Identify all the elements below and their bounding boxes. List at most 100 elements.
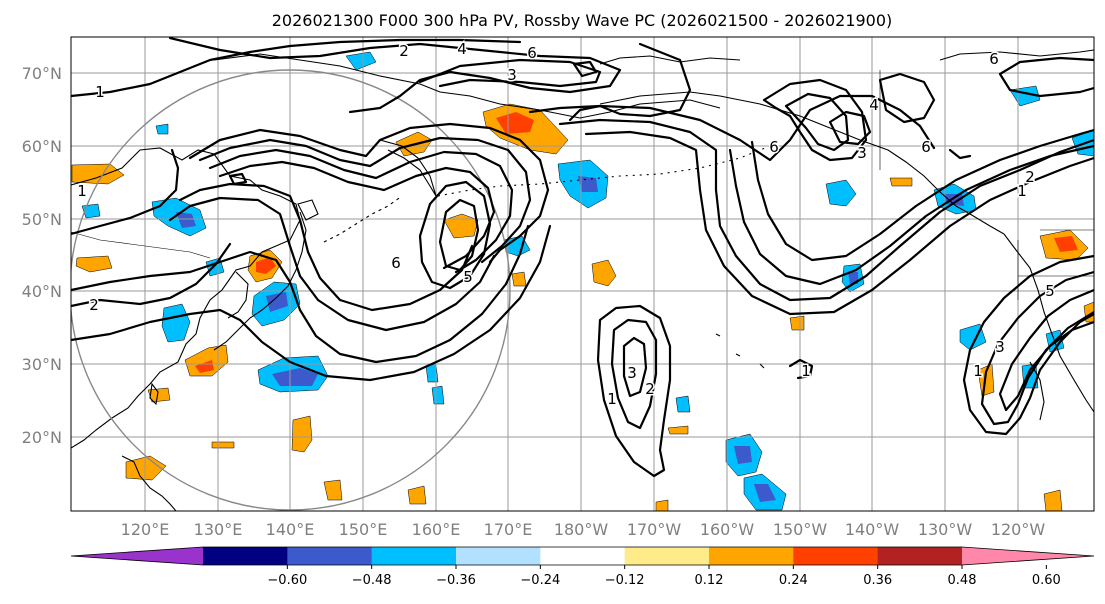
- pv-contour: [762, 78, 868, 162]
- map-area: [71, 37, 1094, 511]
- lat-axis: 70°N 60°N 50°N 40°N 30°N 20°N: [22, 64, 62, 447]
- pv-contour: [228, 172, 248, 186]
- pv-contour: [572, 60, 598, 78]
- shade-positive-blob: [496, 112, 534, 134]
- shade-negative-blob: [734, 446, 752, 464]
- pv-contour: [998, 56, 1094, 98]
- coastlines: [71, 49, 1094, 511]
- coastline-alaska: [599, 91, 1005, 235]
- colorbar-segment: [287, 547, 373, 565]
- lon-label: 160°W: [700, 520, 755, 539]
- contour-label: 6: [769, 138, 779, 156]
- lon-label: 180°W: [554, 520, 609, 539]
- pv-contour: [596, 304, 672, 478]
- shade-negative-blob: [266, 292, 288, 312]
- coastline-kuril-islands: [323, 195, 403, 243]
- shade-positive-blob: [323, 479, 343, 501]
- coastline-north-america-inner: [1029, 361, 1045, 421]
- coastline-north-america: [1003, 233, 1094, 413]
- shade-positive-blob: [789, 315, 805, 331]
- coastline-taiwan: [149, 382, 159, 406]
- colorbar-segment: [371, 547, 457, 565]
- pv-contour: [788, 358, 814, 380]
- colorbar-tick-label: −0.12: [605, 573, 645, 588]
- coastline-arctic: [599, 49, 1094, 65]
- shade-positive-blob: [1054, 236, 1078, 252]
- coastline-japan: [213, 211, 307, 351]
- shade-positive-blob: [211, 441, 235, 449]
- pv-contour: [418, 58, 602, 88]
- contour-label: 4: [869, 96, 879, 114]
- colorbar-tick-label: 0.24: [779, 573, 808, 588]
- shade-positive-blob: [71, 163, 125, 185]
- lon-axis: 120°E 130°E 140°E 150°E 160°E 170°E 180°…: [121, 520, 1046, 539]
- contour-label: 1: [801, 362, 811, 380]
- contour-label: 1: [95, 83, 105, 101]
- shade-negative-blob: [272, 368, 318, 386]
- coastline-korea: [227, 271, 249, 319]
- shade-negative-blob: [848, 272, 858, 284]
- pv-contour: [71, 224, 530, 364]
- contour-label: 3: [507, 66, 517, 84]
- colorbar-outline: [70, 546, 1095, 566]
- shade-positive-blob: [889, 177, 913, 187]
- shade-positive-blob: [184, 344, 229, 377]
- lat-label: 30°N: [22, 355, 62, 374]
- pv-contour: [208, 148, 514, 274]
- contour-label: 2: [1025, 168, 1035, 186]
- shade-positive-blob: [291, 415, 313, 453]
- lon-label: 130°W: [918, 520, 973, 539]
- contour-label: 1: [973, 362, 983, 380]
- pv-contour: [610, 318, 658, 430]
- shade-negative-blob: [345, 51, 377, 71]
- shade-negative-blob: [161, 303, 191, 343]
- shade-positive-blob: [591, 259, 617, 287]
- lon-label: 150°W: [773, 520, 828, 539]
- pv-contour: [622, 336, 648, 398]
- pv-contour: [878, 72, 936, 124]
- contour-label: 1: [607, 390, 617, 408]
- shade-negative-blob: [754, 484, 776, 502]
- lat-label: 70°N: [22, 64, 62, 83]
- colorbar-segment: [203, 547, 288, 565]
- contour-label: 5: [1045, 282, 1055, 300]
- pv-contour: [784, 92, 850, 152]
- shade-positive-blob: [511, 271, 527, 287]
- lon-label: 140°E: [266, 520, 315, 539]
- pv-contour: [218, 160, 496, 270]
- contour-label: 3: [857, 144, 867, 162]
- shade-positive-blob: [667, 425, 689, 435]
- lon-label: 120°W: [991, 520, 1046, 539]
- colorbar-tick-label: −0.48: [352, 573, 392, 588]
- pc-shading: [71, 51, 1094, 511]
- colorbar-tick-label: −0.60: [267, 573, 307, 588]
- lon-label: 160°E: [412, 520, 461, 539]
- shade-negative-blob: [176, 212, 196, 228]
- shade-positive-blob: [443, 213, 479, 239]
- pv-contour: [558, 118, 1094, 302]
- coastline-hawaii: [715, 333, 765, 369]
- contour-label: 2: [645, 380, 655, 398]
- lon-label: 120°E: [121, 520, 170, 539]
- lon-label: 130°E: [194, 520, 243, 539]
- pv-contour: [438, 198, 480, 272]
- coastline-philippines: [121, 455, 177, 511]
- pv-contour: [198, 136, 532, 264]
- shade-positive-blob: [1043, 489, 1063, 511]
- pv-contour: [168, 196, 496, 332]
- shade-positive-blob: [195, 360, 214, 373]
- pv-contour: [71, 242, 232, 308]
- contour-label: 4: [457, 40, 467, 58]
- country-borders: [71, 70, 1094, 300]
- colorbar-tick-label: 0.12: [695, 573, 724, 588]
- pv-contour: [828, 110, 872, 146]
- pv-contour: [998, 288, 1094, 412]
- map-frame: [70, 36, 1095, 512]
- figure-title: 2026021300 F000 300 hPa PV, Rossby Wave …: [272, 11, 893, 30]
- coastline-asia: [71, 147, 301, 449]
- pv-contour: [962, 254, 1094, 436]
- coastline-japan-hokkaido: [297, 199, 319, 221]
- shade-negative-blob: [944, 194, 964, 206]
- lat-label: 20°N: [22, 428, 62, 447]
- shade-positive-blob: [256, 257, 276, 274]
